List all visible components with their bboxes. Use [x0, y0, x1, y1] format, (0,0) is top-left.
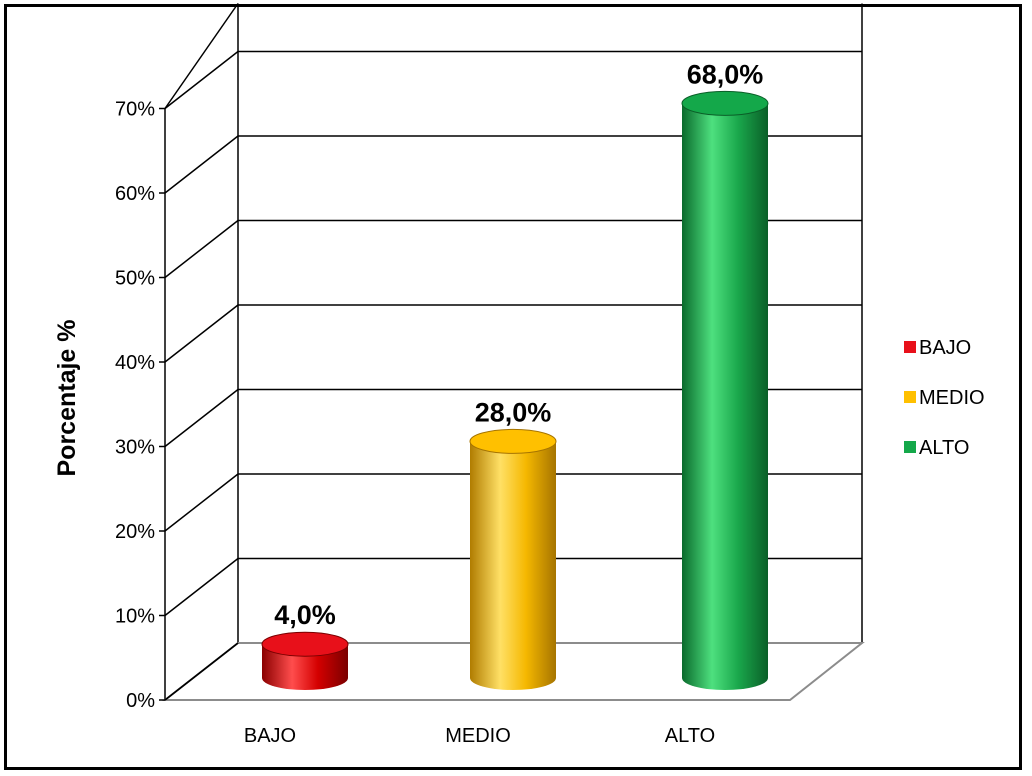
bar-body	[262, 644, 348, 690]
data-label: 4,0%	[274, 600, 336, 630]
legend-swatch	[904, 391, 916, 403]
bar-body	[682, 103, 768, 690]
legend-item: BAJO	[904, 337, 971, 359]
bar-top	[469, 428, 557, 454]
y-tick-label: 0%	[126, 690, 155, 712]
gridline-side	[164, 557, 239, 617]
y-tick-label: 20%	[115, 521, 155, 543]
bar-alto	[681, 90, 769, 690]
gridline-side	[164, 388, 239, 448]
gridline-side	[164, 50, 239, 110]
bar-top	[261, 631, 349, 657]
bar-top	[681, 90, 769, 116]
data-labels: 4,0% 28,0% 68,0%	[274, 59, 763, 630]
x-axis-categories: BAJO MEDIO ALTO	[244, 725, 715, 747]
x-tick-label: ALTO	[665, 725, 715, 747]
y-tick-label: 30%	[115, 437, 155, 459]
side-wall-top-edge	[164, 3, 239, 109]
data-label: 68,0%	[687, 59, 764, 89]
x-tick-label: BAJO	[244, 725, 296, 747]
bar-body	[470, 441, 556, 690]
legend-swatch	[904, 441, 916, 453]
legend-item: MEDIO	[904, 387, 985, 409]
y-axis-ticks: 0% 10% 20% 30% 40% 50% 60% 70%	[115, 99, 165, 712]
legend: BAJO MEDIO ALTO	[904, 337, 985, 459]
gridline-side	[164, 304, 239, 363]
legend-label: ALTO	[919, 437, 969, 459]
gridline-side	[164, 135, 239, 194]
y-tick-label: 70%	[115, 99, 155, 121]
gridline-side	[164, 642, 239, 701]
legend-label: BAJO	[919, 337, 971, 359]
y-tick-label: 60%	[115, 183, 155, 205]
gridline-side	[164, 473, 239, 532]
bars	[261, 90, 769, 690]
data-label: 28,0%	[475, 397, 552, 427]
x-tick-label: MEDIO	[445, 725, 511, 747]
legend-swatch	[904, 341, 916, 353]
legend-label: MEDIO	[919, 387, 985, 409]
legend-item: ALTO	[904, 437, 969, 459]
gridline-side	[164, 219, 239, 279]
y-tick-label: 10%	[115, 606, 155, 628]
bar-medio	[469, 428, 557, 690]
y-axis-label: Porcentaje %	[53, 319, 81, 476]
y-tick-label: 50%	[115, 268, 155, 290]
y-tick-label: 40%	[115, 352, 155, 374]
bar-bajo	[261, 631, 349, 690]
